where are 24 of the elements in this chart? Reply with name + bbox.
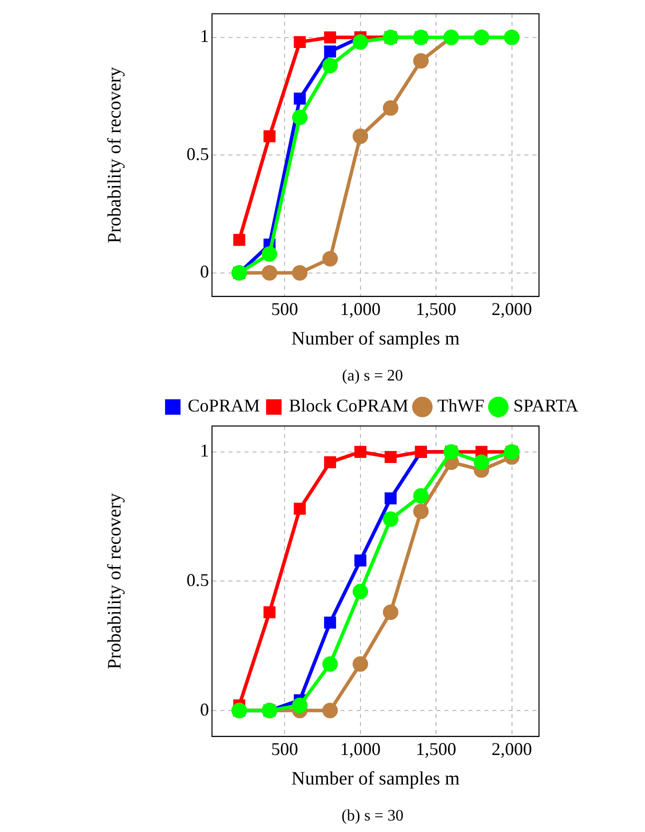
x-tick-label: 2,000 <box>492 738 532 759</box>
text: (b) s = 30 <box>342 808 404 825</box>
legend-label: CoPRAM <box>188 396 260 416</box>
y-tick-label: 0 <box>200 699 209 720</box>
y-axis-title: Probability of recovery <box>104 66 126 244</box>
x-tick-label: 2,000 <box>492 298 532 319</box>
x-axis-title: Number of samples m <box>291 768 460 790</box>
x-axis-title: Number of samples m <box>291 328 460 350</box>
y-tick-label: 1 <box>200 440 209 461</box>
y-tick-label: 1 <box>200 26 209 46</box>
legend-label: Block CoPRAM <box>288 396 408 416</box>
x-tick-label: 1,000 <box>340 738 381 759</box>
y-tick-label: 0.5 <box>186 144 209 164</box>
legend-label: SPARTA <box>513 396 578 416</box>
text: (a) s = 20 <box>342 368 404 385</box>
x-tick-label: 500 <box>271 738 298 759</box>
y-axis-title: Probability of recovery <box>104 492 126 670</box>
x-tick-label: 1,000 <box>340 298 381 319</box>
legend-label: ThWF <box>437 396 484 416</box>
y-tick-label: 0.5 <box>186 570 209 590</box>
x-tick-label: 500 <box>271 298 298 319</box>
x-tick-label: 1,500 <box>416 298 456 319</box>
y-tick-label: 0 <box>200 262 209 282</box>
x-tick-label: 1,500 <box>416 738 456 759</box>
